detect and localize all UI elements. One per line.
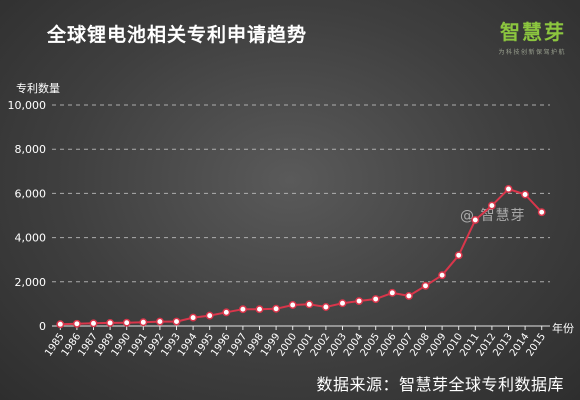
data-point — [454, 251, 463, 260]
brand-tagline: 为科技创新保驾护航 — [498, 49, 566, 56]
data-point — [222, 308, 231, 317]
data-point — [388, 288, 397, 297]
data-point — [205, 311, 214, 320]
data-point — [355, 297, 364, 305]
chart-title: 全球锂电池相关专利申请趋势 — [47, 24, 308, 46]
data-point — [338, 299, 347, 308]
data-point — [404, 291, 413, 300]
data-point — [305, 300, 314, 309]
data-point — [255, 305, 264, 314]
y-tick-label: 6,000 — [15, 187, 47, 200]
series-line — [60, 188, 543, 326]
data-point — [288, 301, 297, 309]
data-point — [321, 303, 330, 311]
data-point — [72, 319, 81, 328]
data-point — [189, 313, 198, 322]
data-point — [172, 317, 181, 326]
data-point — [238, 305, 247, 314]
y-axis-label: 专利数量 — [16, 82, 60, 95]
data-point — [521, 190, 530, 199]
data-point — [438, 271, 447, 280]
data-point — [272, 304, 281, 313]
x-axis-label: 年份 — [552, 322, 574, 335]
data-point — [371, 295, 380, 303]
data-point — [487, 201, 496, 210]
data-point — [139, 318, 148, 327]
y-tick-label: 10,000 — [8, 99, 47, 112]
data-point — [537, 208, 546, 217]
data-point — [504, 185, 513, 193]
y-tick-label: 8,000 — [15, 143, 47, 156]
data-point — [421, 281, 430, 290]
data-point — [106, 318, 115, 327]
data-point — [122, 318, 131, 327]
brand-name: 智慧芽 — [500, 20, 566, 44]
data-point — [155, 317, 164, 326]
brand-logo: 智慧芽 为科技创新保驾护航 — [498, 16, 566, 56]
y-tick-label: 4,000 — [15, 232, 47, 245]
y-tick-label: 0 — [39, 320, 46, 333]
y-tick-label: 2,000 — [15, 276, 47, 289]
data-point — [89, 319, 98, 328]
data-point — [471, 215, 480, 224]
data-source: 数据来源：智慧芽全球专利数据库 — [316, 375, 564, 394]
data-point — [56, 320, 65, 329]
